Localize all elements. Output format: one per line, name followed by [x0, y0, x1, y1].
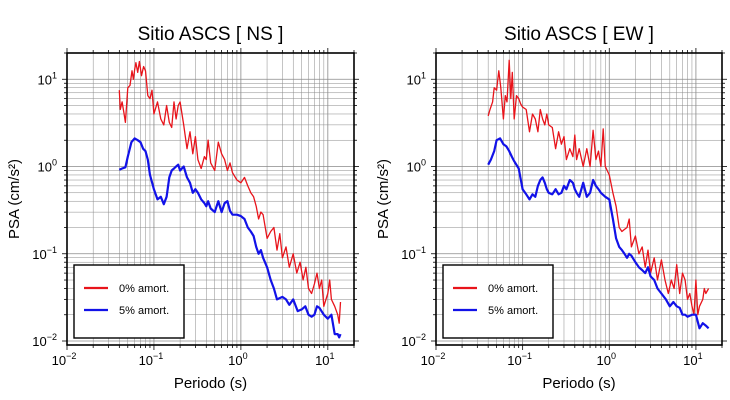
y-axis-label: PSA (cm/s²)	[6, 159, 23, 239]
legend: 0% amort. 5% amort.	[442, 264, 554, 339]
y-tick-label: 10−2	[401, 332, 426, 349]
x-tick-label: 10−1	[507, 351, 532, 368]
plot-frame	[435, 52, 723, 346]
y-tick-label: 10−1	[32, 245, 57, 262]
y-axis-label: PSA (cm/s²)	[375, 159, 392, 239]
y-tick-label: 100	[38, 158, 57, 175]
y-tick-label: 101	[407, 70, 426, 87]
legend-box	[442, 264, 554, 339]
chart-title: Sitio ASCS [ EW ]	[504, 24, 654, 45]
x-tick-label: 100	[597, 351, 616, 368]
legend-label: 5% amort.	[119, 305, 169, 317]
x-axis-label: Periodo (s)	[174, 375, 247, 392]
grid	[431, 48, 727, 350]
y-tick-label: 100	[407, 158, 426, 175]
series-line-amort-0	[487, 59, 710, 316]
y-tick-label: 10−2	[32, 332, 57, 349]
x-axis-label: Periodo (s)	[542, 375, 615, 392]
chart-title: Sitio ASCS [ NS ]	[138, 24, 284, 45]
series-line-amort-5	[118, 137, 342, 339]
series-line-amort-0	[118, 60, 342, 324]
y-tick-label: 101	[38, 70, 57, 87]
legend-label: 5% amort.	[488, 305, 538, 317]
y-tick-label: 10−1	[401, 245, 426, 262]
x-tick-label: 100	[228, 351, 247, 368]
chart-panel-1: 10−2 10−1 100 101 10−2 10−1 100 101 Sitio ASCS […	[375, 24, 727, 392]
series-line-amort-5	[487, 137, 710, 330]
x-tick-label: 101	[315, 351, 334, 368]
x-tick-label: 10−2	[52, 351, 77, 368]
legend-label: 0% amort.	[488, 283, 538, 295]
x-tick-label: 101	[683, 351, 702, 368]
chart-panel-0: 10−2 10−1 100 101 10−2 10−1 100 101 Sitio ASCS […	[6, 24, 359, 392]
plot-frame	[66, 52, 355, 346]
legend-label: 0% amort.	[119, 283, 169, 295]
legend-box	[73, 264, 185, 339]
legend: 0% amort. 5% amort.	[73, 264, 185, 339]
x-tick-label: 10−2	[421, 351, 446, 368]
x-tick-label: 10−1	[139, 351, 164, 368]
